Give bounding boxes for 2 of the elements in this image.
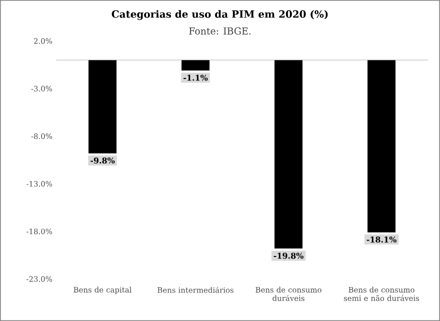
chart-subtitle: Fonte: IBGE. xyxy=(189,27,251,35)
chart-title: Categorias de uso da PIM em 2020 (%) xyxy=(112,10,328,20)
